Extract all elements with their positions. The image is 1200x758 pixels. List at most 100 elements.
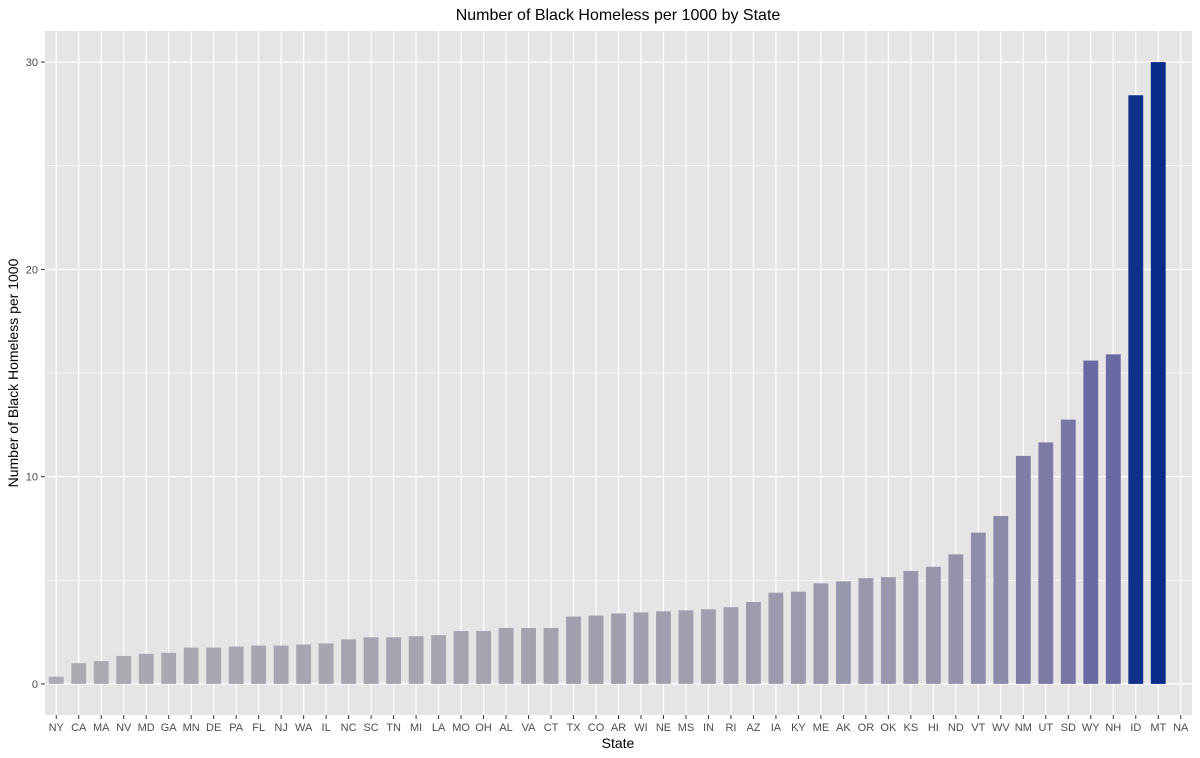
x-tick-label: NJ [274, 722, 287, 734]
x-tick-label: MS [678, 722, 695, 734]
x-tick-label: UT [1038, 722, 1053, 734]
bar-mt [1150, 62, 1166, 684]
x-tick-label: OH [475, 722, 492, 734]
x-tick-label: DE [206, 722, 221, 734]
x-tick-label: MI [410, 722, 422, 734]
bar-ks [903, 570, 919, 684]
x-tick-label: AR [611, 722, 626, 734]
bar-mn [183, 647, 199, 684]
x-tick-label: KS [904, 722, 919, 734]
x-tick-label: ME [813, 722, 830, 734]
x-tick-label: RI [725, 722, 736, 734]
y-tick-label: 10 [26, 472, 38, 484]
y-axis-title: Number of Black Homeless per 1000 [5, 258, 21, 487]
x-tick-label: FL [252, 722, 265, 734]
bar-in [701, 609, 716, 684]
bar-co [588, 615, 604, 684]
x-tick-label: SD [1061, 722, 1076, 734]
bar-oh [476, 631, 491, 684]
x-tick-label: OR [858, 722, 875, 734]
y-tick-label: 0 [32, 679, 38, 691]
x-tick-label: WY [1082, 722, 1100, 734]
bar-mo [453, 631, 469, 684]
bar-wi [633, 612, 649, 684]
bars [48, 62, 1166, 684]
bar-nc [341, 639, 357, 684]
bar-ak [835, 581, 851, 684]
y-axis: 0 10 20 30 [26, 57, 45, 691]
bar-ma [93, 661, 109, 684]
x-tick-label: OK [880, 722, 897, 734]
bar-de [206, 647, 222, 684]
bar-nd [948, 554, 964, 684]
x-tick-label: NA [1173, 722, 1189, 734]
bar-ri [723, 607, 739, 684]
bar-az [746, 602, 761, 684]
bar-ms [678, 610, 694, 684]
x-tick-label: GA [161, 722, 178, 734]
x-tick-label: IA [771, 722, 782, 734]
x-tick-label: NE [656, 722, 671, 734]
bar-ok [880, 577, 896, 684]
bar-tx [566, 616, 581, 684]
x-tick-label: NY [49, 722, 65, 734]
bar-ca [71, 663, 87, 684]
bar-wa [296, 644, 312, 684]
x-tick-label: TN [386, 722, 401, 734]
bar-ne [656, 611, 671, 684]
x-tick-label: WA [295, 722, 313, 734]
bar-va [521, 627, 536, 684]
bar-ky [790, 591, 806, 684]
x-tick-label: CT [544, 722, 559, 734]
bar-ar [611, 613, 626, 684]
x-tick-label: VT [971, 722, 985, 734]
bar-nh [1105, 354, 1121, 684]
x-tick-label: IN [703, 722, 714, 734]
bar-ct [543, 627, 559, 684]
y-tick-label: 30 [26, 57, 38, 69]
x-tick-label: CA [71, 722, 87, 734]
x-tick-label: HI [928, 722, 939, 734]
bar-mi [408, 636, 424, 684]
x-tick-label: CO [588, 722, 605, 734]
x-tick-label: NM [1015, 722, 1032, 734]
x-tick-label: WV [992, 722, 1010, 734]
chart-title: Number of Black Homeless per 1000 by Sta… [456, 7, 781, 24]
bar-tn [386, 637, 402, 684]
bar-wy [1083, 360, 1099, 684]
x-tick-label: AK [836, 722, 851, 734]
x-tick-label: AL [499, 722, 512, 734]
bar-nv [116, 655, 132, 684]
bar-md [138, 653, 154, 684]
bar-id [1128, 95, 1144, 684]
x-tick-label: MT [1150, 722, 1166, 734]
x-tick-label: ID [1130, 722, 1141, 734]
bar-wv [993, 516, 1009, 684]
bar-nm [1015, 455, 1031, 684]
bar-pa [228, 646, 244, 684]
bar-ut [1038, 442, 1054, 684]
x-tick-label: MD [138, 722, 155, 734]
bar-nj [273, 645, 289, 684]
y-tick-label: 20 [26, 264, 38, 276]
bar-hi [925, 566, 941, 684]
x-tick-label: KY [791, 722, 806, 734]
x-tick-label: NV [116, 722, 132, 734]
bar-il [318, 643, 334, 684]
x-tick-label: VA [522, 722, 537, 734]
bar-sd [1060, 419, 1076, 684]
x-tick-label: PA [229, 722, 244, 734]
x-tick-label: LA [432, 722, 446, 734]
x-axis-title: State [602, 735, 635, 751]
x-tick-label: TX [566, 722, 581, 734]
bar-me [813, 583, 829, 684]
x-tick-label: NH [1105, 722, 1121, 734]
bar-ny [48, 676, 64, 684]
x-axis: NY CA MA NV MD GA MN DE PA FL NJ WA IL NC SC TN MI LA MO OH… [49, 715, 1189, 734]
bar-ga [161, 652, 177, 684]
x-tick-label: MA [93, 722, 110, 734]
x-tick-label: SC [363, 722, 378, 734]
x-tick-label: ND [948, 722, 964, 734]
bar-fl [251, 645, 267, 684]
